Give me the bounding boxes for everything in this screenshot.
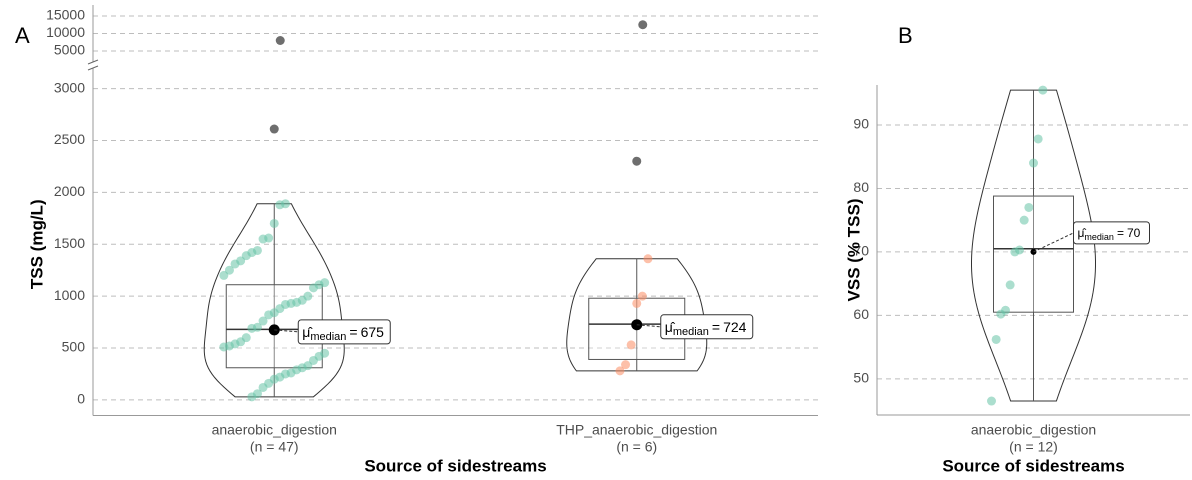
y-tick-label: 2000 (54, 183, 85, 199)
point (258, 316, 268, 326)
annotation-symbol: μ̂ (1078, 226, 1087, 240)
point (247, 323, 257, 333)
x-axis-title: Source of sidestreams (364, 456, 546, 475)
y-axis-title: TSS (mg/L) (27, 199, 46, 289)
axis-break (87, 59, 99, 65)
point (1029, 158, 1038, 168)
annotation-subscript: median (310, 331, 346, 343)
annotation-symbol: μ̂ (302, 324, 313, 340)
annotation-value: 724 (723, 318, 747, 334)
x-tick-label: anaerobic_digestion (971, 422, 1096, 438)
point (219, 270, 229, 280)
y-axis-title: VSS (% TSS) (844, 199, 863, 302)
y-tick-label: 80 (853, 179, 869, 195)
annotation: μ̂median = 675 (302, 324, 384, 343)
x-tick-count: (n = 47) (250, 439, 299, 455)
outlier (275, 36, 285, 45)
point (258, 234, 268, 244)
y-tick-label: 1000 (54, 287, 85, 303)
y-tick-label: 500 (62, 339, 86, 355)
point (1010, 247, 1020, 257)
y-tick-label: 70 (853, 243, 869, 259)
y-tick-label: 60 (853, 306, 869, 322)
point (275, 200, 285, 210)
point (269, 218, 279, 228)
x-tick-count: (n = 6) (616, 439, 657, 455)
point (264, 310, 274, 320)
x-tick-label: anaerobic_digestion (212, 422, 337, 438)
y-tick-label: 15000 (46, 7, 85, 23)
point (1024, 202, 1034, 212)
point (626, 340, 636, 350)
annotation-sign: = (712, 318, 720, 334)
point (987, 396, 996, 406)
annotation-value: 70 (1127, 226, 1141, 240)
y-tick-label: 1500 (54, 235, 85, 251)
axis-break-gap (87, 62, 99, 68)
outlier (638, 20, 648, 30)
point (621, 360, 631, 370)
violin (970, 89, 1097, 402)
point (308, 283, 318, 293)
annotation-leader (636, 324, 661, 328)
annotation-sign: = (1117, 226, 1124, 240)
point (1019, 215, 1029, 225)
point (219, 342, 229, 352)
annotation-subscript: median (1084, 232, 1114, 242)
y-tick-label: 10000 (46, 24, 85, 40)
annotation-box (1073, 221, 1150, 245)
annotation-sign: = (349, 324, 357, 340)
x-axis-title: Source of sidestreams (942, 456, 1124, 475)
annotation: μ̂median = 724 (665, 318, 747, 337)
y-tick-label: 90 (853, 116, 869, 132)
annotation-box (660, 314, 754, 340)
point (1038, 85, 1048, 95)
point (230, 259, 240, 269)
outlier (269, 124, 279, 134)
y-tick-label: 0 (77, 391, 85, 407)
point (258, 382, 268, 392)
y-tick-label: 2500 (54, 131, 85, 147)
annotation-leader (1033, 232, 1074, 253)
annotation-box (297, 319, 391, 345)
point (996, 309, 1006, 319)
point (1005, 280, 1015, 290)
point (637, 291, 647, 301)
point (615, 366, 625, 376)
point (991, 334, 1001, 344)
x-tick-count: (n = 12) (1009, 439, 1058, 455)
point (1033, 134, 1043, 144)
annotation: μ̂median = 70 (1078, 226, 1141, 242)
y-tick-label: 50 (853, 370, 869, 386)
panel-label: B (898, 23, 913, 48)
axis-break (87, 65, 99, 71)
annotation-symbol: μ̂ (665, 318, 676, 334)
panel-label: A (15, 23, 30, 48)
annotation-leader (274, 329, 299, 333)
y-tick-label: 3000 (54, 79, 85, 95)
y-tick-label: 5000 (54, 42, 85, 58)
x-tick-label: THP_anaerobic_digestion (556, 422, 717, 438)
point (247, 392, 257, 402)
point (632, 298, 642, 308)
point (643, 254, 653, 264)
outlier (632, 156, 642, 166)
annotation-subscript: median (673, 326, 709, 338)
annotation-value: 675 (361, 324, 385, 340)
